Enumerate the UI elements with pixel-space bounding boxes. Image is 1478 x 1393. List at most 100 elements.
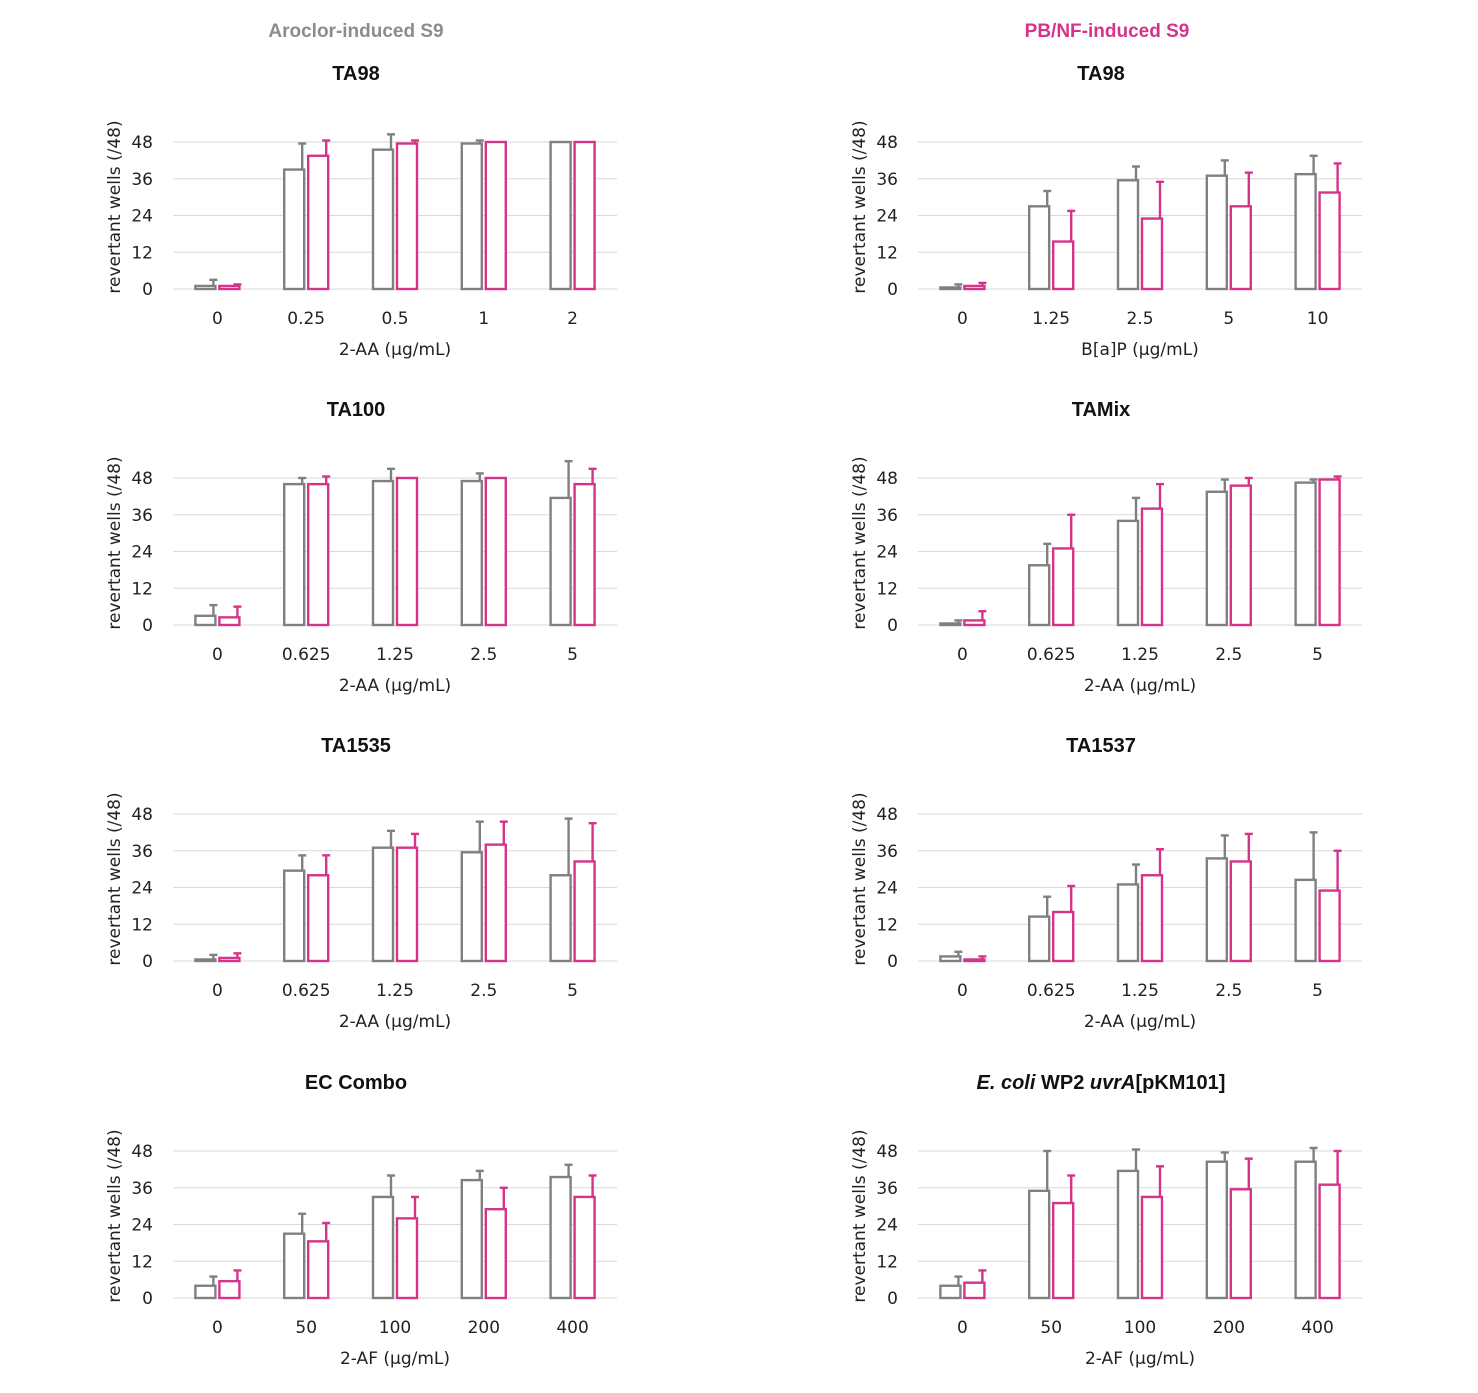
y-tick-label: 0 xyxy=(887,280,898,300)
bar xyxy=(395,142,419,291)
y-tick-label: 48 xyxy=(876,469,898,489)
y-tick-label: 12 xyxy=(876,915,898,935)
bar xyxy=(939,286,962,291)
bar xyxy=(1318,478,1341,627)
x-axis-title: 2-AF (µg/mL) xyxy=(340,1349,450,1369)
bar xyxy=(218,1279,241,1300)
x-tick-label: 1.25 xyxy=(376,645,414,665)
y-tick-label: 36 xyxy=(876,1179,898,1199)
x-axis-title: 2-AA (µg/mL) xyxy=(339,1012,451,1032)
bar xyxy=(1229,860,1253,963)
bar xyxy=(573,1195,596,1300)
y-tick-label: 12 xyxy=(131,579,153,599)
x-tick-label: 2.5 xyxy=(1215,981,1242,1001)
title-part: WP2 xyxy=(1035,1072,1089,1094)
bar xyxy=(1140,1195,1164,1300)
bar xyxy=(283,168,306,291)
bar xyxy=(1318,889,1341,963)
title-part: [pKM101] xyxy=(1135,1072,1225,1094)
bar xyxy=(1027,1189,1051,1300)
x-axis-title: 2-AA (µg/mL) xyxy=(1084,676,1196,696)
x-tick-label: 1.25 xyxy=(1032,309,1070,329)
y-axis-title: revertant wells (/48) xyxy=(850,792,870,965)
x-tick-label: 0.625 xyxy=(1027,981,1076,1001)
panel-title: EC Combo xyxy=(305,1072,407,1094)
x-tick-label: 1.25 xyxy=(1121,981,1159,1001)
chart-panel-3: TA100 0 12 24 36 48 revertant wells (/48) 0 0.62… xyxy=(105,399,617,696)
y-tick-label: 48 xyxy=(876,1142,898,1162)
bar xyxy=(1051,547,1075,627)
bar xyxy=(395,846,419,963)
bar xyxy=(484,140,507,291)
y-tick-label: 48 xyxy=(131,469,153,489)
y-axis-title: revertant wells (/48) xyxy=(105,120,125,293)
y-axis-title: revertant wells (/48) xyxy=(850,120,870,293)
x-tick-label: 5 xyxy=(1312,981,1323,1001)
panel-title: TA98 xyxy=(1077,63,1124,85)
y-tick-label: 48 xyxy=(131,133,153,153)
bar xyxy=(460,479,483,627)
y-tick-label: 12 xyxy=(876,1252,898,1272)
y-tick-label: 12 xyxy=(876,243,898,263)
x-axis-title: B[a]P (µg/mL) xyxy=(1081,340,1199,360)
x-tick-label: 5 xyxy=(567,645,578,665)
title-part: uvrA xyxy=(1090,1072,1136,1094)
y-tick-label: 0 xyxy=(887,1289,898,1309)
panel-title: TA1535 xyxy=(321,735,391,757)
panel-title: TAMix xyxy=(1072,399,1131,421)
bar xyxy=(194,614,217,627)
y-axis-title: revertant wells (/48) xyxy=(850,456,870,629)
x-tick-label: 10 xyxy=(1307,309,1329,329)
bar xyxy=(307,482,330,627)
x-tick-label: 2 xyxy=(567,309,578,329)
bar xyxy=(939,622,962,627)
x-tick-label: 0 xyxy=(212,1318,223,1338)
bar xyxy=(460,851,483,963)
y-tick-label: 36 xyxy=(131,842,153,862)
bar xyxy=(1116,179,1140,291)
y-tick-label: 24 xyxy=(876,879,898,899)
bar xyxy=(1051,910,1075,963)
x-tick-label: 0.625 xyxy=(282,645,331,665)
bar xyxy=(1140,874,1164,963)
y-tick-label: 36 xyxy=(131,506,153,526)
bar xyxy=(1027,915,1051,963)
x-tick-label: 0.625 xyxy=(1027,645,1076,665)
x-tick-label: 5 xyxy=(567,981,578,1001)
y-tick-label: 24 xyxy=(131,207,153,227)
bar xyxy=(194,284,217,291)
bar xyxy=(371,1195,395,1300)
bar xyxy=(194,1284,217,1300)
bar xyxy=(307,874,330,963)
title-part: E. coli xyxy=(977,1072,1036,1094)
bar xyxy=(395,476,419,627)
bar xyxy=(573,860,596,963)
bar xyxy=(1229,1188,1253,1300)
x-tick-label: 0 xyxy=(212,309,223,329)
bar xyxy=(484,843,507,963)
x-tick-label: 2.5 xyxy=(1126,309,1153,329)
bar xyxy=(573,140,596,291)
x-tick-label: 100 xyxy=(1124,1318,1156,1338)
x-tick-label: 0 xyxy=(957,1318,968,1338)
bar xyxy=(1027,205,1051,291)
x-tick-label: 1.25 xyxy=(376,981,414,1001)
bar xyxy=(1229,484,1253,627)
y-tick-label: 12 xyxy=(131,915,153,935)
bar xyxy=(1318,191,1341,291)
bar xyxy=(371,846,395,963)
x-axis-title: 2-AA (µg/mL) xyxy=(339,676,451,696)
bar xyxy=(939,955,962,963)
x-tick-label: 50 xyxy=(295,1318,317,1338)
y-tick-label: 48 xyxy=(131,1142,153,1162)
bar xyxy=(939,1284,962,1300)
x-tick-label: 50 xyxy=(1040,1318,1062,1338)
x-tick-label: 400 xyxy=(556,1318,588,1338)
y-tick-label: 12 xyxy=(876,579,898,599)
bar xyxy=(1051,240,1075,291)
y-tick-label: 0 xyxy=(887,616,898,636)
bar xyxy=(194,958,217,963)
y-tick-label: 12 xyxy=(131,1252,153,1272)
bar xyxy=(371,479,395,627)
bar xyxy=(963,619,986,627)
